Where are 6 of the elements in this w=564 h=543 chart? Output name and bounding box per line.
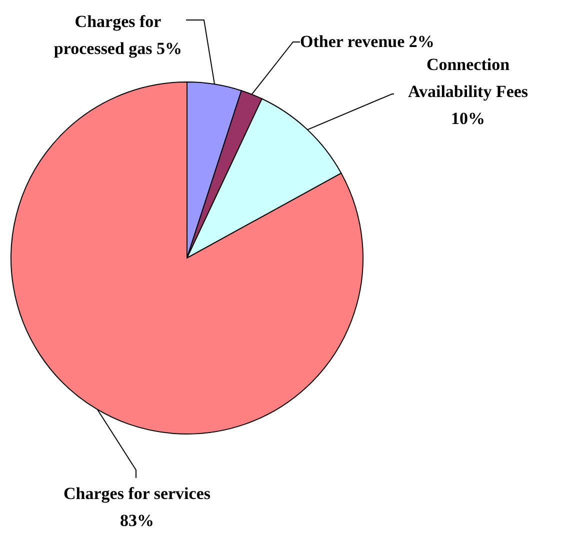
slice-label: Connection Availability Fees <box>408 55 528 101</box>
data-label: 83% <box>120 511 154 530</box>
slice-label: Other revenue 2% <box>300 32 434 51</box>
data-label: 10% <box>451 109 485 128</box>
slice-label: Charges for processed gas 5% <box>54 12 182 58</box>
slice-label: Charges for services <box>64 484 211 503</box>
